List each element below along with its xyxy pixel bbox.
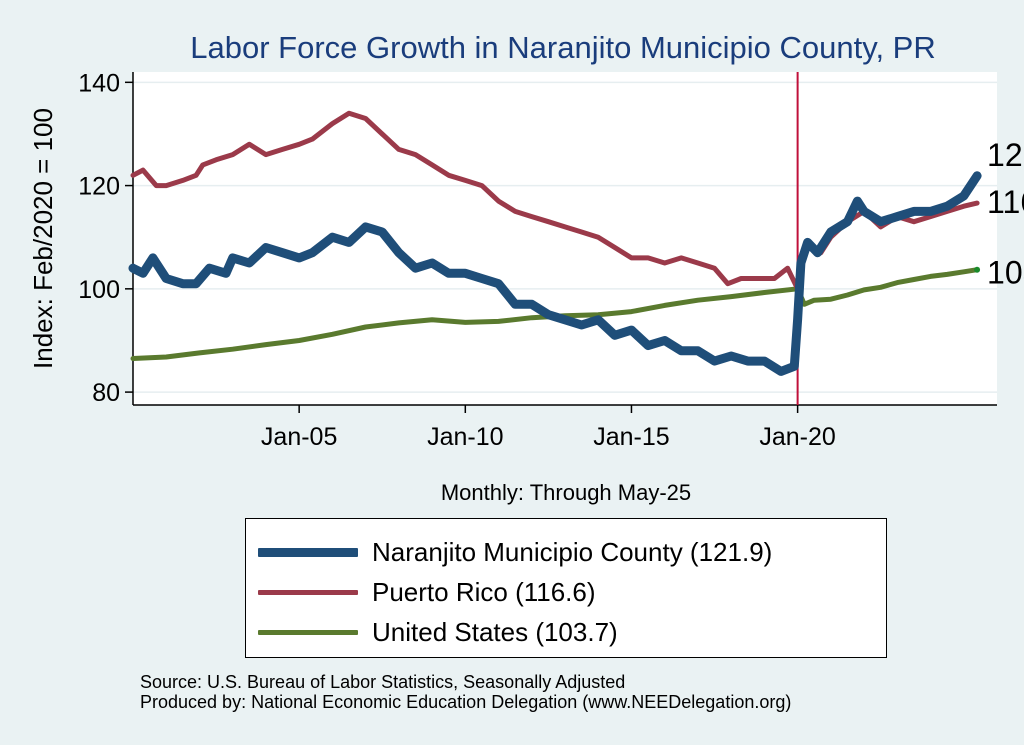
legend-item-united-states: United States (103.7) (258, 612, 618, 652)
chart-title: Labor Force Growth in Naranjito Municipi… (190, 30, 935, 65)
end-label-united-states: 103.7 (987, 255, 1024, 291)
end-label-puerto-rico: 116.6 (987, 184, 1024, 220)
x-tick-label: Jan-15 (593, 423, 669, 451)
y-tick-label: 80 (92, 379, 120, 407)
x-tick-label: Jan-05 (261, 423, 337, 451)
y-tick-label: 120 (78, 173, 120, 201)
producer-line: Produced by: National Economic Education… (140, 692, 792, 712)
legend-label-puerto-rico: Puerto Rico (116.6) (372, 576, 596, 607)
x-axis-label: Monthly: Through May-25 (441, 480, 691, 505)
legend: Naranjito Municipio County (121.9) Puert… (245, 518, 887, 658)
line-chart: Labor Force Growth in Naranjito Municipi… (28, 30, 1024, 505)
legend-item-naranjito: Naranjito Municipio County (121.9) (258, 532, 772, 572)
series-united-states (130, 267, 980, 361)
source-note: Source: U.S. Bureau of Labor Statistics,… (140, 672, 791, 712)
legend-label-naranjito: Naranjito Municipio County (121.9) (372, 536, 773, 567)
series-naranjito (128, 171, 982, 376)
y-axis-label: Index: Feb/2020 = 100 (28, 108, 58, 369)
y-tick-label: 100 (78, 276, 120, 304)
legend-swatch-puerto-rico (258, 589, 358, 595)
x-tick-label: Jan-10 (427, 423, 503, 451)
end-marker-united-states (974, 266, 981, 273)
source-line: Source: U.S. Bureau of Labor Statistics,… (140, 672, 626, 692)
end-label-naranjito: 121.9 (987, 137, 1024, 173)
legend-item-puerto-rico: Puerto Rico (116.6) (258, 572, 596, 612)
x-tick-label: Jan-20 (759, 423, 835, 451)
legend-swatch-naranjito (258, 547, 358, 557)
plot-area (133, 72, 997, 405)
legend-swatch-united-states (258, 629, 358, 635)
legend-label-united-states: United States (103.7) (372, 616, 618, 647)
y-tick-label: 140 (78, 69, 120, 97)
